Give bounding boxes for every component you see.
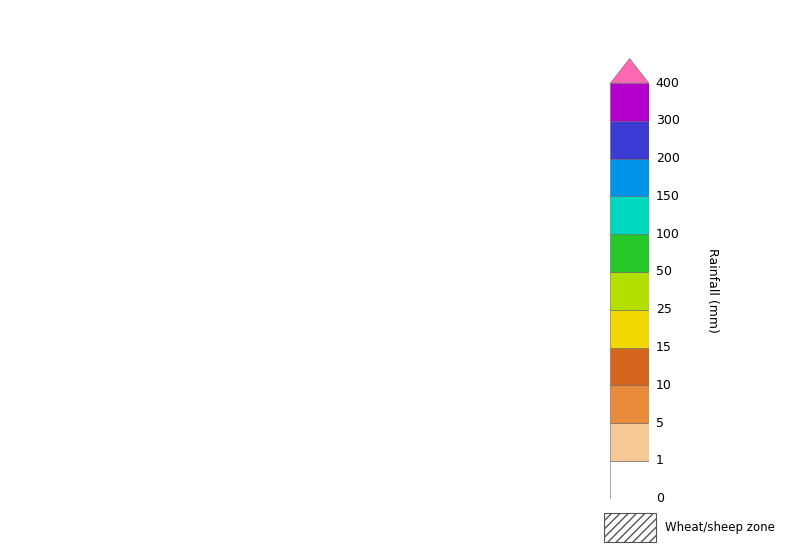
Text: 100: 100 <box>656 228 680 240</box>
Text: Rainfall (mm): Rainfall (mm) <box>706 248 719 334</box>
Text: 0: 0 <box>656 492 664 505</box>
Bar <box>610 83 649 121</box>
Bar <box>610 461 649 499</box>
Text: Wheat/sheep zone: Wheat/sheep zone <box>665 521 775 534</box>
Bar <box>610 272 649 310</box>
Text: 200: 200 <box>656 152 680 165</box>
Bar <box>610 347 649 385</box>
Text: 10: 10 <box>656 379 672 392</box>
Bar <box>610 121 649 158</box>
Text: 5: 5 <box>656 417 664 429</box>
Text: 50: 50 <box>656 265 672 279</box>
Bar <box>610 385 649 423</box>
Bar <box>610 423 649 461</box>
Bar <box>610 197 649 234</box>
Text: 400: 400 <box>656 76 680 90</box>
Text: 25: 25 <box>656 303 672 316</box>
Bar <box>610 158 649 197</box>
Text: 15: 15 <box>656 341 672 354</box>
Text: 300: 300 <box>656 114 680 127</box>
Bar <box>604 513 656 542</box>
Bar <box>610 234 649 272</box>
Text: 1: 1 <box>656 454 664 468</box>
Bar <box>610 310 649 347</box>
Text: 150: 150 <box>656 190 680 203</box>
Polygon shape <box>610 59 649 83</box>
